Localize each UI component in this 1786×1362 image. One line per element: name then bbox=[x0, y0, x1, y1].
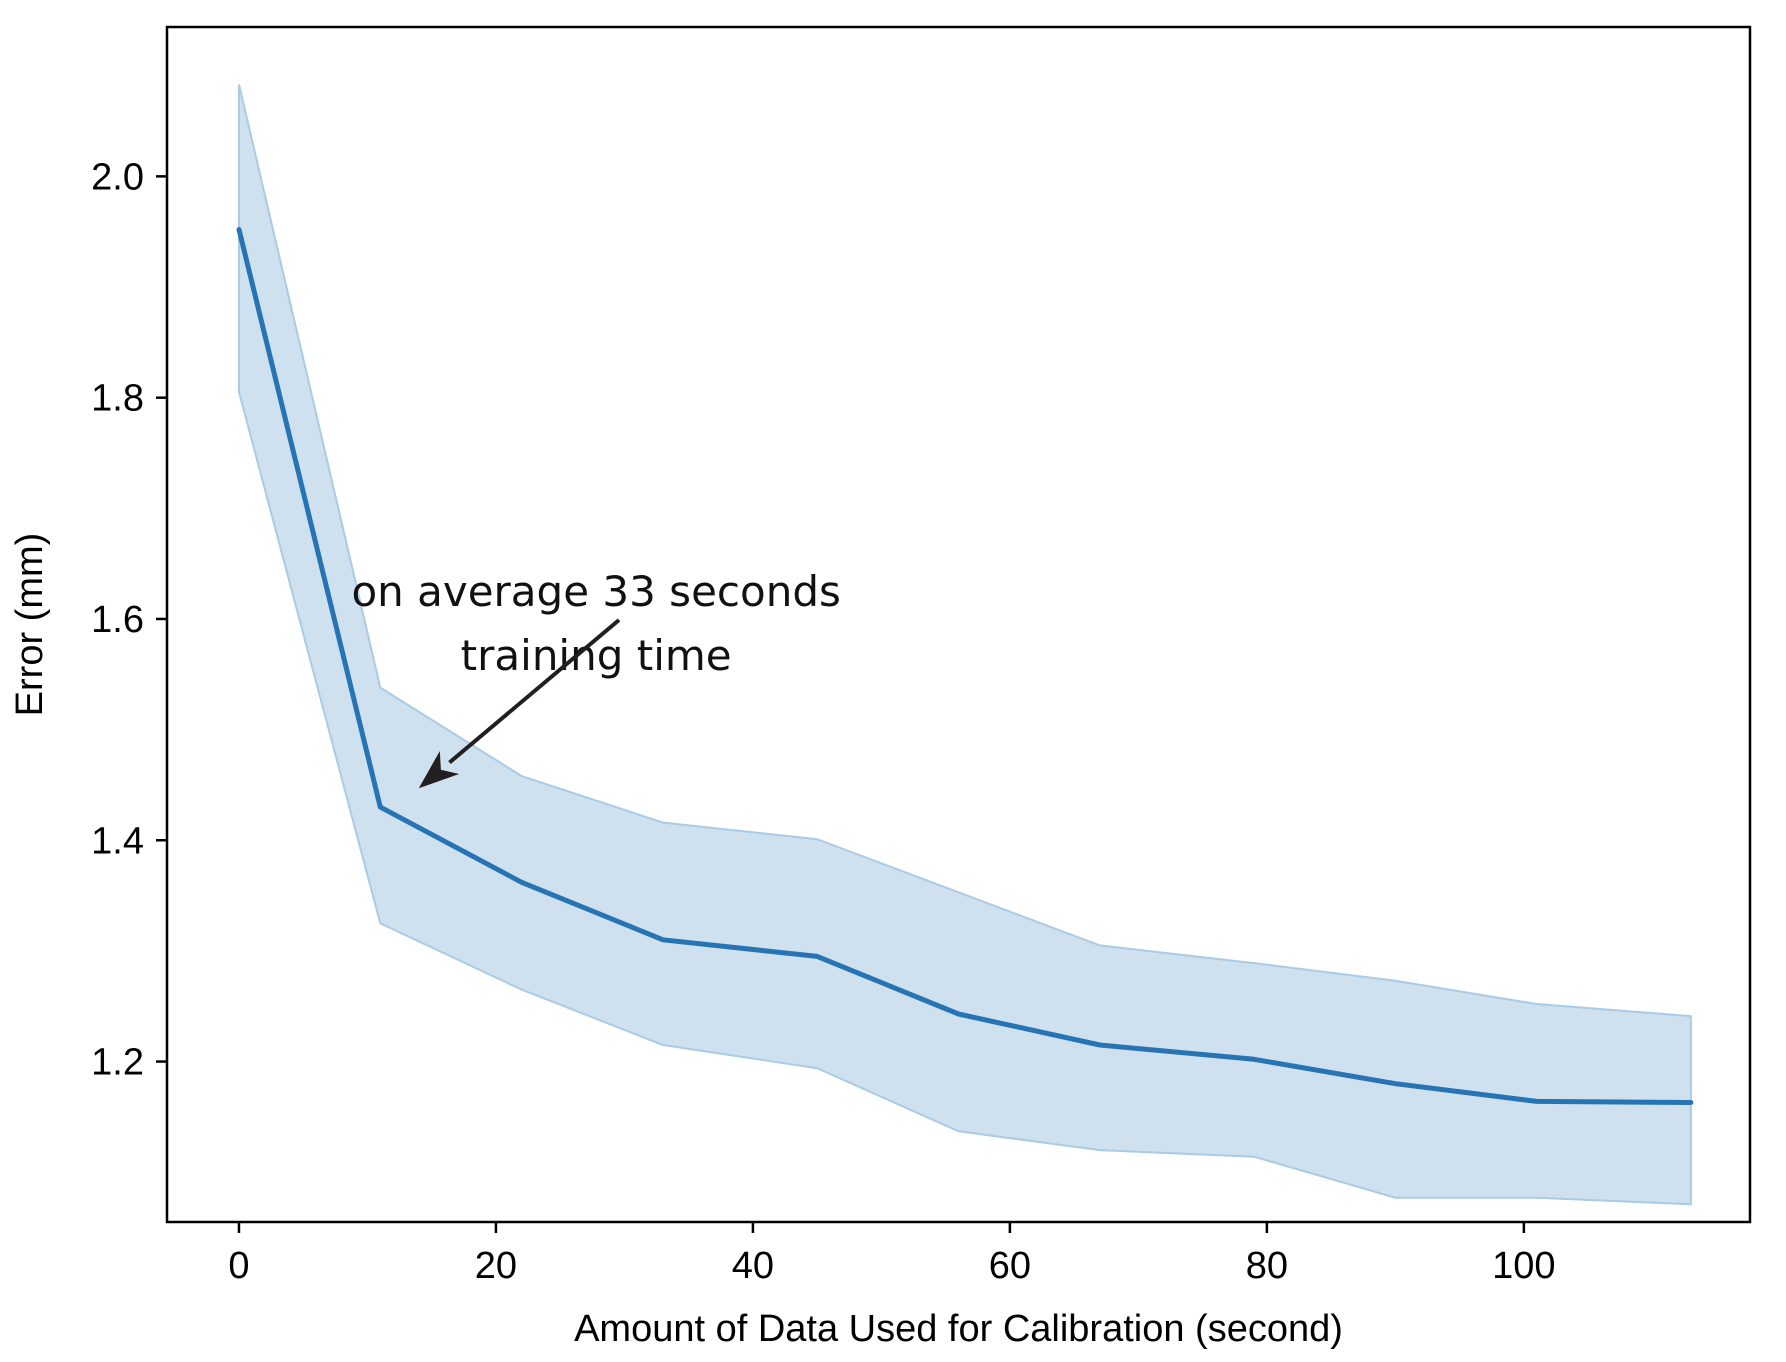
annotation-arrow-head bbox=[418, 751, 460, 789]
plot-area-frame bbox=[165, 25, 1752, 1224]
x-tick-label: 80 bbox=[1246, 1245, 1288, 1287]
x-axis-label: Amount of Data Used for Calibration (sec… bbox=[574, 1308, 1343, 1350]
x-tick-label: 100 bbox=[1492, 1245, 1555, 1287]
x-tick-label: 0 bbox=[228, 1245, 249, 1287]
y-tick-label: 1.4 bbox=[91, 820, 144, 862]
x-tick-label: 60 bbox=[989, 1245, 1031, 1287]
y-tick-label: 1.8 bbox=[91, 378, 144, 420]
x-tick-label: 20 bbox=[475, 1245, 517, 1287]
annotation: on average 33 seconds training time bbox=[351, 567, 841, 789]
confidence-band-layer bbox=[238, 84, 1692, 1206]
x-axis-ticks: 0 20 40 60 80 100 bbox=[228, 1222, 1556, 1287]
x-tick-label: 40 bbox=[732, 1245, 774, 1287]
mean-line-layer bbox=[236, 227, 1694, 1105]
y-tick-label: 1.6 bbox=[91, 599, 144, 641]
confidence-band-0 bbox=[238, 84, 1692, 1206]
y-tick-label: 1.2 bbox=[91, 1042, 144, 1084]
annotation-text-line-1: on average 33 seconds bbox=[351, 567, 840, 616]
y-axis-label: Error (mm) bbox=[9, 533, 51, 717]
mean-error-line-0 bbox=[236, 227, 1694, 1105]
annotation-arrow-shaft bbox=[448, 618, 621, 765]
y-axis-ticks: 1.2 1.4 1.6 1.8 2.0 bbox=[91, 156, 167, 1084]
y-tick-label: 2.0 bbox=[91, 156, 144, 198]
